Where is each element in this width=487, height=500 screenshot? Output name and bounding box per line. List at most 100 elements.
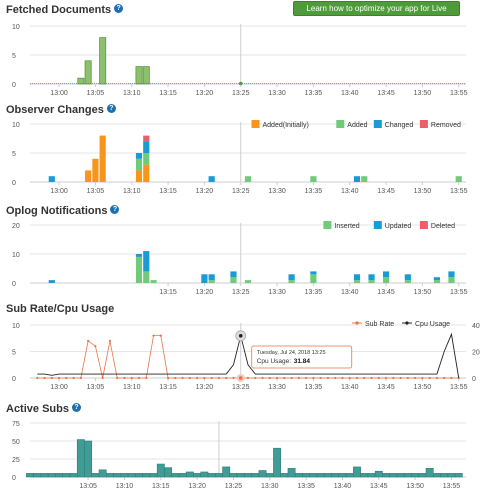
bar [135, 256, 143, 283]
sub-rate-point [326, 376, 330, 380]
x-tick-label: 13:50 [406, 483, 424, 490]
sub-rate-point [152, 334, 155, 337]
bar [98, 469, 107, 478]
sub-rate-point [363, 376, 366, 380]
sub-rate-point [421, 376, 424, 380]
x-tick-label: 13:05 [87, 90, 105, 97]
x-tick-label: 13:00 [50, 384, 68, 391]
sub-rate-point [196, 376, 199, 380]
sub-rate-point [188, 376, 191, 380]
bar [230, 277, 237, 283]
y2-tick-label: 40 [472, 323, 480, 330]
bar [55, 473, 64, 478]
bar [135, 473, 143, 478]
sub-rate-cpu-title: Sub Rate/Cpu Usage [6, 303, 114, 315]
cpu-hover-point [238, 334, 243, 338]
bar [76, 439, 85, 478]
legend-label: Sub Rate [365, 321, 394, 328]
bar [353, 176, 361, 182]
bar [230, 271, 237, 278]
x-tick-label: 13:30 [268, 289, 286, 296]
bar [48, 176, 55, 182]
bar [382, 277, 390, 283]
fetched-documents-title-text: Fetched Documents [6, 4, 112, 16]
sub-rate-point [268, 376, 271, 380]
bar [302, 473, 311, 478]
bar [310, 176, 317, 182]
sub-rate-point [341, 376, 344, 380]
legend-swatch [373, 221, 382, 229]
x-tick-label: 13:50 [414, 384, 432, 391]
x-tick-label: 13:50 [414, 188, 432, 195]
sub-rate-point [108, 339, 112, 342]
question-icon[interactable]: ? [71, 403, 81, 412]
sub-rate-point [246, 376, 250, 380]
x-tick-label: 13:35 [305, 188, 323, 195]
bar [360, 473, 369, 478]
sub-rate-point [166, 376, 170, 380]
active-subs-title: Active Subs? [6, 403, 81, 415]
sub-rate-cpu-title-text: Sub Rate/Cpu Usage [6, 303, 115, 315]
observer-changes-title-text: Observer Changes [6, 104, 104, 116]
tooltip-value: 31.84 [294, 358, 311, 365]
fetched-documents-chart: 0 5 10 13:00 13:05 13:10 13:15 13:20 13:25 13:30 1… [12, 24, 468, 97]
x-tick-label: 13:05 [79, 483, 97, 490]
bar [265, 473, 274, 478]
x-tick-label: 13:55 [450, 289, 468, 296]
sub-rate-point [312, 376, 315, 380]
bar [454, 473, 463, 478]
bar [316, 473, 325, 478]
bar [404, 274, 411, 281]
x-tick-label: 13:45 [377, 90, 395, 97]
bar [99, 135, 106, 182]
y-tick-label: 0 [12, 180, 16, 187]
sub-rate-point [57, 376, 61, 380]
sub-rate-point [297, 376, 300, 380]
sub-rate-point [123, 376, 126, 380]
bar [48, 280, 55, 283]
bar [120, 473, 129, 478]
question-icon[interactable]: ? [106, 104, 116, 113]
bar [208, 280, 215, 283]
y-tick-label: 5 [12, 350, 16, 357]
x-tick-label: 13:30 [261, 483, 279, 490]
oplog-notifications-chart: 0 10 20 13:15 13:20 13:25 13:30 13:35 13:40 13:45… [12, 221, 468, 296]
sub-rate-point [283, 376, 286, 380]
x-tick-label: 13:00 [50, 90, 68, 97]
sub-rate-point [94, 345, 97, 348]
x-tick-label: 13:10 [116, 483, 134, 490]
bar [374, 470, 383, 478]
x-tick-label: 13:10 [123, 188, 141, 195]
bar [185, 471, 194, 478]
sub-rate-point [355, 376, 359, 380]
bar [433, 280, 441, 283]
live-queries-button[interactable]: Learn how to optimize your app for Live … [293, 1, 460, 26]
legend-label: Added(Initially) [263, 122, 309, 129]
x-tick-label: 13:15 [152, 483, 170, 490]
bar [455, 176, 462, 182]
bar [433, 277, 441, 281]
bar [113, 473, 122, 478]
sub-rate-point [275, 376, 279, 380]
bar [135, 170, 143, 182]
sub-rate-point [435, 376, 439, 380]
y-tick-label: 10 [12, 122, 20, 129]
x-tick-label: 13:40 [341, 289, 359, 296]
sub-rate-point [348, 376, 351, 380]
y-tick-label: 5 [12, 53, 16, 60]
bar [411, 473, 420, 478]
x-tick-label: 13:25 [225, 483, 243, 490]
question-icon[interactable]: ? [110, 205, 120, 214]
x-tick-label: 13:50 [414, 289, 432, 296]
bar [207, 473, 216, 478]
bar [201, 274, 208, 283]
x-tick-label: 13:05 [87, 188, 105, 195]
x-tick-label: 13:20 [188, 483, 206, 490]
bar [367, 473, 376, 478]
sub-rate-point [392, 376, 395, 380]
legend-label: Cpu Usage [415, 321, 450, 328]
bar [229, 473, 238, 478]
bar [432, 473, 441, 478]
question-icon[interactable]: ? [114, 4, 124, 13]
sub-rate-point [159, 334, 162, 337]
